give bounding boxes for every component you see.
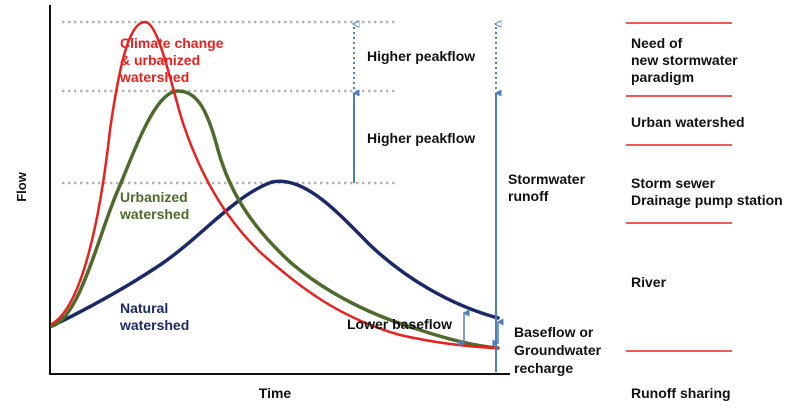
- runoff-sharing-stormwater-paradigm: Need of new stormwater paradigm: [631, 35, 741, 85]
- urbanized-watershed-curve: [50, 89, 500, 350]
- stormwater-runoff-label: Stormwater runoff: [508, 171, 589, 204]
- baseflow-recharge-label: Baseflow or Groundwater recharge: [514, 324, 605, 376]
- x-axis-label: Time: [259, 385, 292, 401]
- runoff-sharing-river: River: [631, 274, 667, 290]
- climate-urbanized-watershed-curve: [50, 20, 500, 350]
- runoff-sharing-urban-watershed: Urban watershed: [631, 114, 745, 130]
- lower-baseflow-label: Lower baseflow: [347, 316, 452, 332]
- runoff-sharing-footer: Runoff sharing: [631, 385, 731, 401]
- y-axis-label: Flow: [14, 171, 29, 201]
- natural-label: Natural watershed: [119, 300, 189, 333]
- higher-peakflow-lower-label: Higher peakflow: [367, 130, 475, 146]
- urbanized-label: Urbanized watershed: [119, 189, 192, 222]
- runoff-sharing-storm-sewer: Storm sewer Drainage pump station: [631, 175, 783, 208]
- higher-peakflow-upper-label: Higher peakflow: [367, 48, 475, 64]
- climate-urbanized-label: Climate change & urbanized watershed: [119, 35, 227, 85]
- natural-watershed-curve: [50, 179, 500, 328]
